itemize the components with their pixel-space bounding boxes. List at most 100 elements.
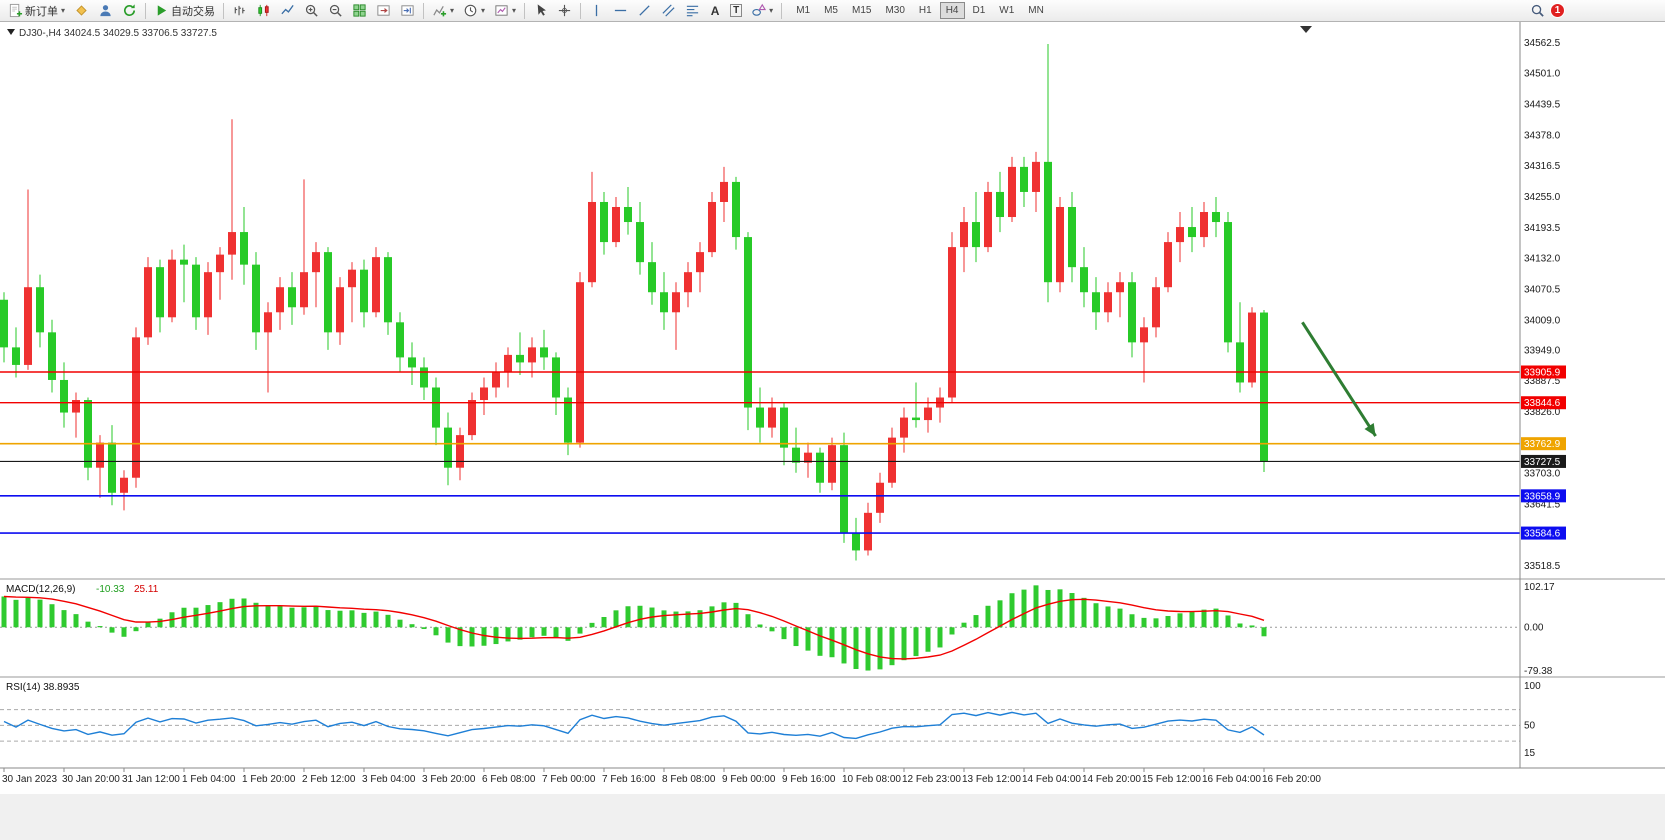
time-axis-label: 1 Feb 04:00 <box>182 774 236 785</box>
crosshair-button[interactable] <box>553 1 576 21</box>
new-order-button[interactable]: 新订单 ▾ <box>4 1 69 21</box>
bar-chart-icon <box>232 3 247 18</box>
price-tag-33905.9: 33905.9 <box>1521 365 1566 379</box>
notification-badge[interactable]: 1 <box>1550 3 1565 18</box>
price-axis-label: 34132.0 <box>1524 254 1561 265</box>
templates-button[interactable]: ▾ <box>490 1 520 21</box>
chart-window[interactable]: DJ30-,H4 34024.5 34029.5 33706.5 33727.5… <box>0 22 1665 840</box>
horizontal-line-tool-button[interactable] <box>609 1 632 21</box>
toolbar-separator <box>781 2 783 19</box>
trendline-tool-button[interactable] <box>633 1 656 21</box>
timeframe-button-m30[interactable]: M30 <box>885 5 905 16</box>
navigator-button[interactable] <box>94 1 117 21</box>
rsi-label: RSI(14) 38.8935 <box>6 682 80 693</box>
new-order-label: 新订单 <box>25 5 58 18</box>
shapes-icon <box>751 3 767 18</box>
zoom-out-icon <box>328 3 343 18</box>
time-axis-label: 30 Jan 20:00 <box>62 774 120 785</box>
macd-scale-label: 0.00 <box>1524 622 1544 633</box>
vertical-line-icon <box>589 3 604 18</box>
trendline-icon <box>637 3 652 18</box>
zoom-out-button[interactable] <box>324 1 347 21</box>
navigator-icon <box>98 3 113 18</box>
timeframe-button-m1[interactable]: M1 <box>796 5 811 16</box>
fibonacci-tool-button[interactable] <box>681 1 704 21</box>
search-icon <box>1530 3 1545 18</box>
price-axis-label: 33518.5 <box>1524 561 1561 572</box>
autotrading-button[interactable]: 自动交易 <box>150 1 219 21</box>
rsi-scale-label: 50 <box>1524 720 1536 731</box>
autotrading-label: 自动交易 <box>171 5 216 18</box>
zoom-in-button[interactable] <box>300 1 323 21</box>
bar-chart-button[interactable] <box>228 1 251 21</box>
macd-scale-label: 102.17 <box>1524 582 1555 593</box>
timeframe-button-w1[interactable]: W1 <box>999 5 1015 16</box>
fibonacci-icon <box>685 3 700 18</box>
new-order-icon <box>8 3 23 18</box>
price-tag-33844.6: 33844.6 <box>1521 396 1566 410</box>
price-axis[interactable]: 34562.5 34501.0 34439.5 34378.0 34316.5 34255… <box>1524 38 1561 572</box>
indicators-button[interactable]: ▾ <box>428 1 458 21</box>
time-axis[interactable]: 30 Jan 2023 30 Jan 20:00 31 Jan 12:00 1 Feb… <box>2 768 1321 785</box>
time-axis-label: 6 Feb 08:00 <box>482 774 536 785</box>
time-axis-label: 14 Feb 04:00 <box>1022 774 1081 785</box>
market-watch-button[interactable] <box>70 1 93 21</box>
periods-button[interactable]: ▾ <box>459 1 489 21</box>
chart-shift-button[interactable] <box>396 1 419 21</box>
zoom-in-icon <box>304 3 319 18</box>
text-tool-button[interactable]: A <box>705 1 725 21</box>
toolbar-separator <box>423 2 425 19</box>
tile-windows-button[interactable] <box>348 1 371 21</box>
timeframe-button-d1[interactable]: D1 <box>972 5 986 16</box>
rsi-line <box>3 711 1265 740</box>
channel-tool-button[interactable] <box>657 1 680 21</box>
candlestick-chart-button[interactable] <box>252 1 275 21</box>
one-click-trading-toggle-icon[interactable] <box>7 29 15 35</box>
line-chart-button[interactable] <box>276 1 299 21</box>
macd-scale-label: -79.38 <box>1524 666 1553 677</box>
price-axis-label: 34070.5 <box>1524 284 1561 295</box>
price-axis-label: 33949.0 <box>1524 345 1561 356</box>
symbol-ohlc-title: DJ30-,H4 34024.5 34029.5 33706.5 33727.5 <box>19 28 217 39</box>
chevron-down-icon: ▾ <box>769 6 774 15</box>
cursor-button[interactable] <box>529 1 552 21</box>
price-axis-label: 33887.5 <box>1524 376 1561 387</box>
templates-icon <box>494 3 509 18</box>
timeframe-button-mn[interactable]: MN <box>1028 5 1044 16</box>
candles <box>0 44 1268 561</box>
svg-text:33762.9: 33762.9 <box>1524 439 1561 450</box>
macd-signal-line <box>3 595 1265 660</box>
chevron-down-icon: ▾ <box>450 6 455 15</box>
timeframe-group: M1 M5 M15 M30 H1 H4 D1 W1 MN <box>790 2 1050 19</box>
trend-arrow[interactable] <box>1301 321 1377 437</box>
tile-windows-icon <box>352 3 367 18</box>
timeframe-button-m5[interactable]: M5 <box>824 5 838 16</box>
time-axis-label: 8 Feb 08:00 <box>662 774 716 785</box>
svg-text:33844.6: 33844.6 <box>1524 398 1561 409</box>
price-axis-label: 33641.5 <box>1524 500 1561 511</box>
market-watch-icon <box>74 3 89 18</box>
terminal-icon <box>122 3 137 18</box>
time-axis-label: 30 Jan 2023 <box>2 774 57 785</box>
shapes-button[interactable]: ▾ <box>747 1 777 21</box>
price-axis-label: 34378.0 <box>1524 130 1561 141</box>
time-axis-label: 3 Feb 20:00 <box>422 774 476 785</box>
search-button[interactable] <box>1526 1 1549 21</box>
terminal-button[interactable] <box>118 1 141 21</box>
timeframe-button-h4[interactable]: H4 <box>939 2 965 19</box>
time-axis-label: 7 Feb 16:00 <box>602 774 656 785</box>
timeframe-button-h1[interactable]: H1 <box>918 5 932 16</box>
svg-text:25.11: 25.11 <box>134 584 159 595</box>
autotrading-play-icon <box>154 3 169 18</box>
auto-scroll-button[interactable] <box>372 1 395 21</box>
chart-title: DJ30-,H4 34024.5 34029.5 33706.5 33727.5 <box>7 28 217 39</box>
indicators-icon <box>432 3 447 18</box>
text-label-tool-button[interactable]: T <box>726 1 746 21</box>
time-axis-label: 16 Feb 20:00 <box>1262 774 1321 785</box>
timeframe-button-m15[interactable]: M15 <box>852 5 872 16</box>
vertical-line-tool-button[interactable] <box>585 1 608 21</box>
rsi-scale-label: 100 <box>1524 681 1541 692</box>
time-axis-label: 1 Feb 20:00 <box>242 774 296 785</box>
chart-shift-marker[interactable] <box>1300 26 1312 33</box>
price-tag-33727.5: 33727.5 <box>1521 454 1566 468</box>
